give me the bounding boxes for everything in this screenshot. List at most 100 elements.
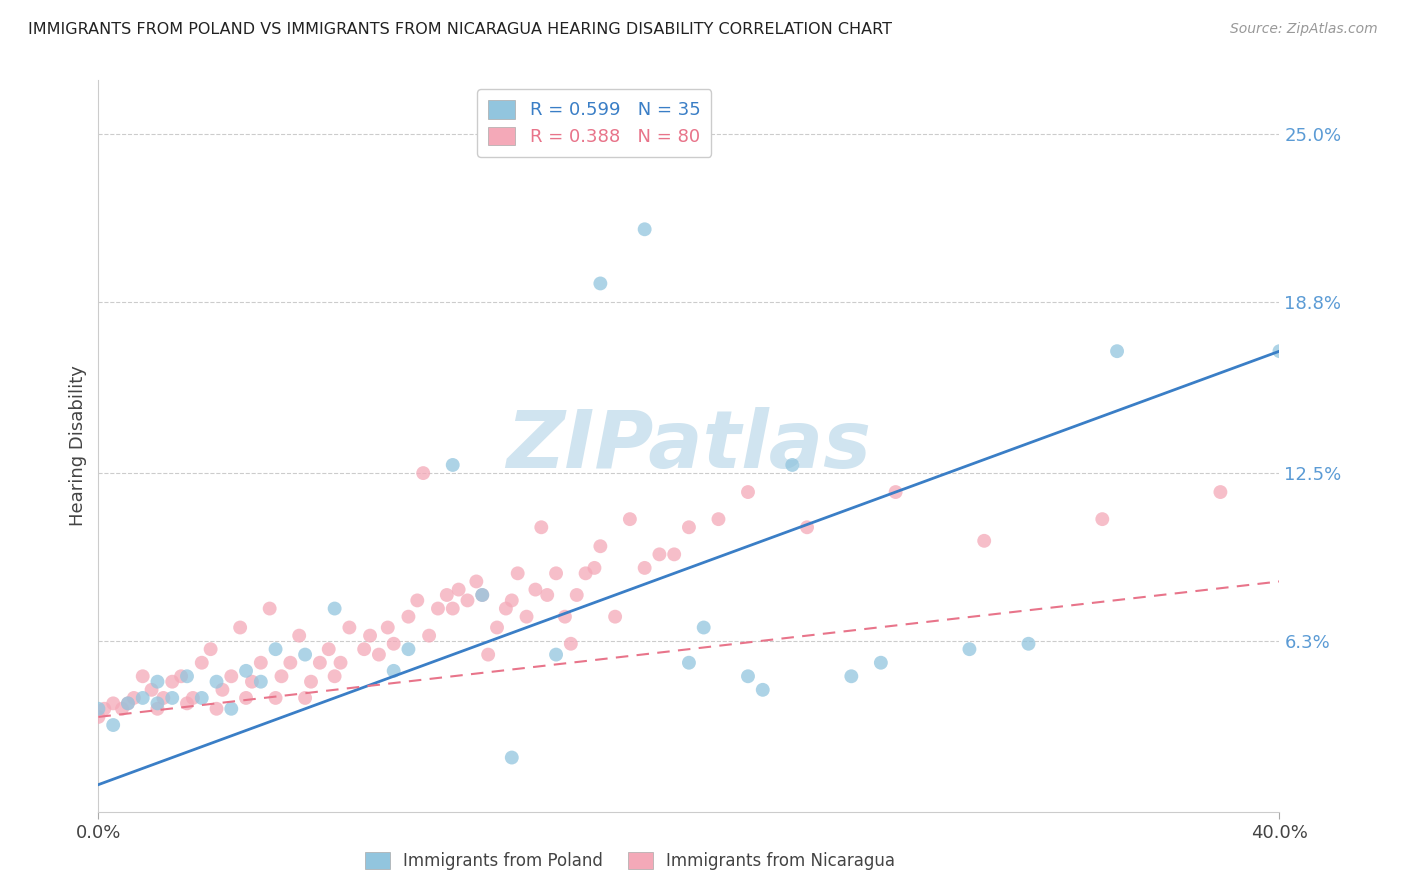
Point	[501, 593, 523, 607]
Point	[441, 458, 464, 472]
Point	[205, 702, 228, 716]
Point	[264, 642, 287, 657]
Point	[132, 669, 155, 683]
Point	[427, 601, 450, 615]
Point	[382, 637, 405, 651]
Point	[546, 648, 568, 662]
Point	[495, 601, 517, 615]
Point	[288, 629, 311, 643]
Point	[382, 664, 405, 678]
Point	[583, 561, 606, 575]
Point	[264, 690, 287, 705]
Point	[353, 642, 375, 657]
Point	[103, 718, 125, 732]
Point	[146, 674, 169, 689]
Point	[141, 682, 163, 697]
Point	[329, 656, 352, 670]
Point	[664, 547, 686, 561]
Point	[1209, 485, 1232, 500]
Point	[633, 222, 655, 236]
Point	[678, 520, 700, 534]
Point	[515, 609, 537, 624]
Point	[648, 547, 671, 561]
Point	[229, 620, 252, 634]
Point	[396, 609, 419, 624]
Point	[412, 466, 434, 480]
Point	[117, 697, 139, 711]
Point	[619, 512, 641, 526]
Point	[465, 574, 488, 589]
Point	[589, 539, 612, 553]
Y-axis label: Hearing Disability: Hearing Disability	[69, 366, 87, 526]
Point	[959, 642, 981, 657]
Point	[146, 702, 169, 716]
Point	[973, 533, 995, 548]
Point	[530, 520, 553, 534]
Point	[132, 690, 155, 705]
Point	[737, 485, 759, 500]
Point	[318, 642, 340, 657]
Point	[117, 697, 139, 711]
Point	[152, 690, 174, 705]
Point	[574, 566, 596, 581]
Point	[737, 669, 759, 683]
Point	[471, 588, 494, 602]
Point	[219, 702, 242, 716]
Point	[565, 588, 588, 602]
Point	[176, 697, 198, 711]
Point	[250, 674, 273, 689]
Point	[87, 710, 110, 724]
Point	[93, 702, 115, 716]
Point	[235, 690, 257, 705]
Point	[294, 690, 316, 705]
Legend: Immigrants from Poland, Immigrants from Nicaragua: Immigrants from Poland, Immigrants from …	[359, 845, 901, 877]
Point	[200, 642, 222, 657]
Point	[122, 690, 145, 705]
Point	[191, 656, 214, 670]
Point	[524, 582, 547, 597]
Point	[235, 664, 257, 678]
Point	[240, 674, 263, 689]
Point	[589, 277, 612, 291]
Point	[368, 648, 391, 662]
Point	[841, 669, 863, 683]
Point	[506, 566, 529, 581]
Text: IMMIGRANTS FROM POLAND VS IMMIGRANTS FROM NICARAGUA HEARING DISABILITY CORRELATI: IMMIGRANTS FROM POLAND VS IMMIGRANTS FRO…	[28, 22, 893, 37]
Point	[605, 609, 627, 624]
Point	[396, 642, 419, 657]
Point	[796, 520, 818, 534]
Text: ZIPatlas: ZIPatlas	[506, 407, 872, 485]
Point	[554, 609, 576, 624]
Point	[782, 458, 804, 472]
Point	[162, 674, 183, 689]
Point	[299, 674, 322, 689]
Point	[486, 620, 509, 634]
Point	[377, 620, 399, 634]
Point	[309, 656, 332, 670]
Point	[501, 750, 523, 764]
Point	[678, 656, 700, 670]
Point	[693, 620, 716, 634]
Point	[560, 637, 582, 651]
Point	[294, 648, 316, 662]
Point	[250, 656, 273, 670]
Point	[447, 582, 470, 597]
Point	[633, 561, 655, 575]
Point	[546, 566, 568, 581]
Point	[471, 588, 494, 602]
Point	[191, 690, 214, 705]
Point	[418, 629, 440, 643]
Point	[270, 669, 292, 683]
Point	[441, 601, 464, 615]
Point	[1091, 512, 1114, 526]
Point	[477, 648, 499, 662]
Point	[751, 682, 773, 697]
Point	[170, 669, 193, 683]
Point	[339, 620, 360, 634]
Point	[181, 690, 204, 705]
Point	[1105, 344, 1128, 359]
Point	[323, 669, 346, 683]
Point	[707, 512, 730, 526]
Point	[1268, 344, 1291, 359]
Point	[87, 702, 110, 716]
